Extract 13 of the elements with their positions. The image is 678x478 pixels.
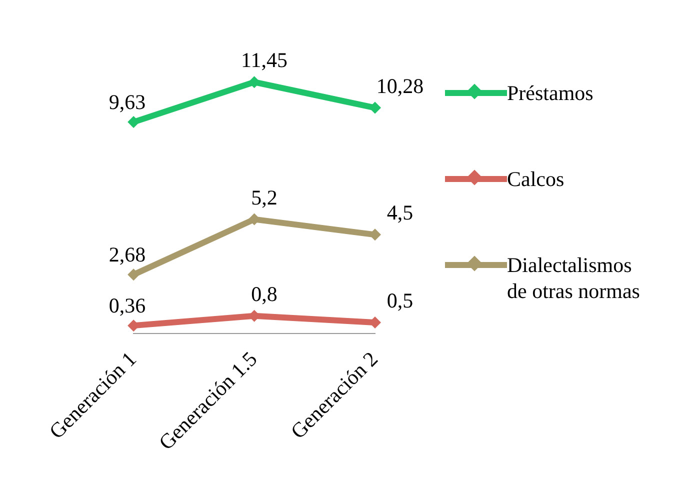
- data-label: 0,8: [251, 282, 278, 306]
- data-label: 9,63: [108, 90, 146, 114]
- data-label: 5,2: [251, 185, 278, 210]
- legend-label: Calcos: [507, 166, 566, 192]
- legend-label: Préstamos: [507, 80, 594, 106]
- data-label: 0,5: [386, 288, 414, 313]
- point: [128, 268, 140, 281]
- data-label: 0,36: [108, 294, 146, 318]
- data-label: 11,45: [241, 48, 288, 72]
- data-label: 4,5: [386, 200, 414, 225]
- data-label: 10,28: [376, 74, 424, 98]
- legend-label: Dialectalismos de otras normas: [507, 252, 641, 304]
- data-label: 2,68: [108, 242, 146, 267]
